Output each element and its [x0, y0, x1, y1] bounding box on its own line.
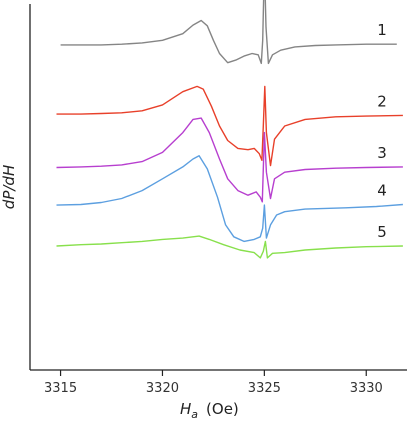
x-axis-title-subscript: a [191, 408, 198, 421]
plot-frame [29, 4, 407, 371]
series-line-4 [56, 155, 403, 243]
x-axis-title: Ha (Oe) [180, 400, 239, 421]
curve-labels: 1 2 3 4 5 [377, 21, 387, 241]
x-tick-label: 3320 [146, 381, 179, 396]
series-label-3: 3 [377, 144, 387, 162]
series-line-2 [56, 85, 403, 167]
series-line-5 [56, 235, 403, 259]
x-axis-title-symbol: H [180, 400, 191, 418]
x-tick-label: 3330 [350, 381, 383, 396]
series-label-1: 1 [377, 21, 387, 39]
y-axis-title: dP/dH [0, 165, 18, 209]
x-axis-ticks: 3315 3320 3325 3330 [44, 370, 383, 396]
series-line-1 [60, 0, 397, 65]
series-line-3 [56, 117, 403, 203]
series-label-4: 4 [377, 181, 387, 199]
series-layer [56, 0, 403, 259]
x-tick-label: 3315 [44, 381, 77, 396]
series-label-5: 5 [377, 223, 387, 241]
series-label-2: 2 [377, 92, 387, 110]
x-tick-label: 3325 [248, 381, 281, 396]
x-axis-title-unit: (Oe) [206, 400, 239, 418]
